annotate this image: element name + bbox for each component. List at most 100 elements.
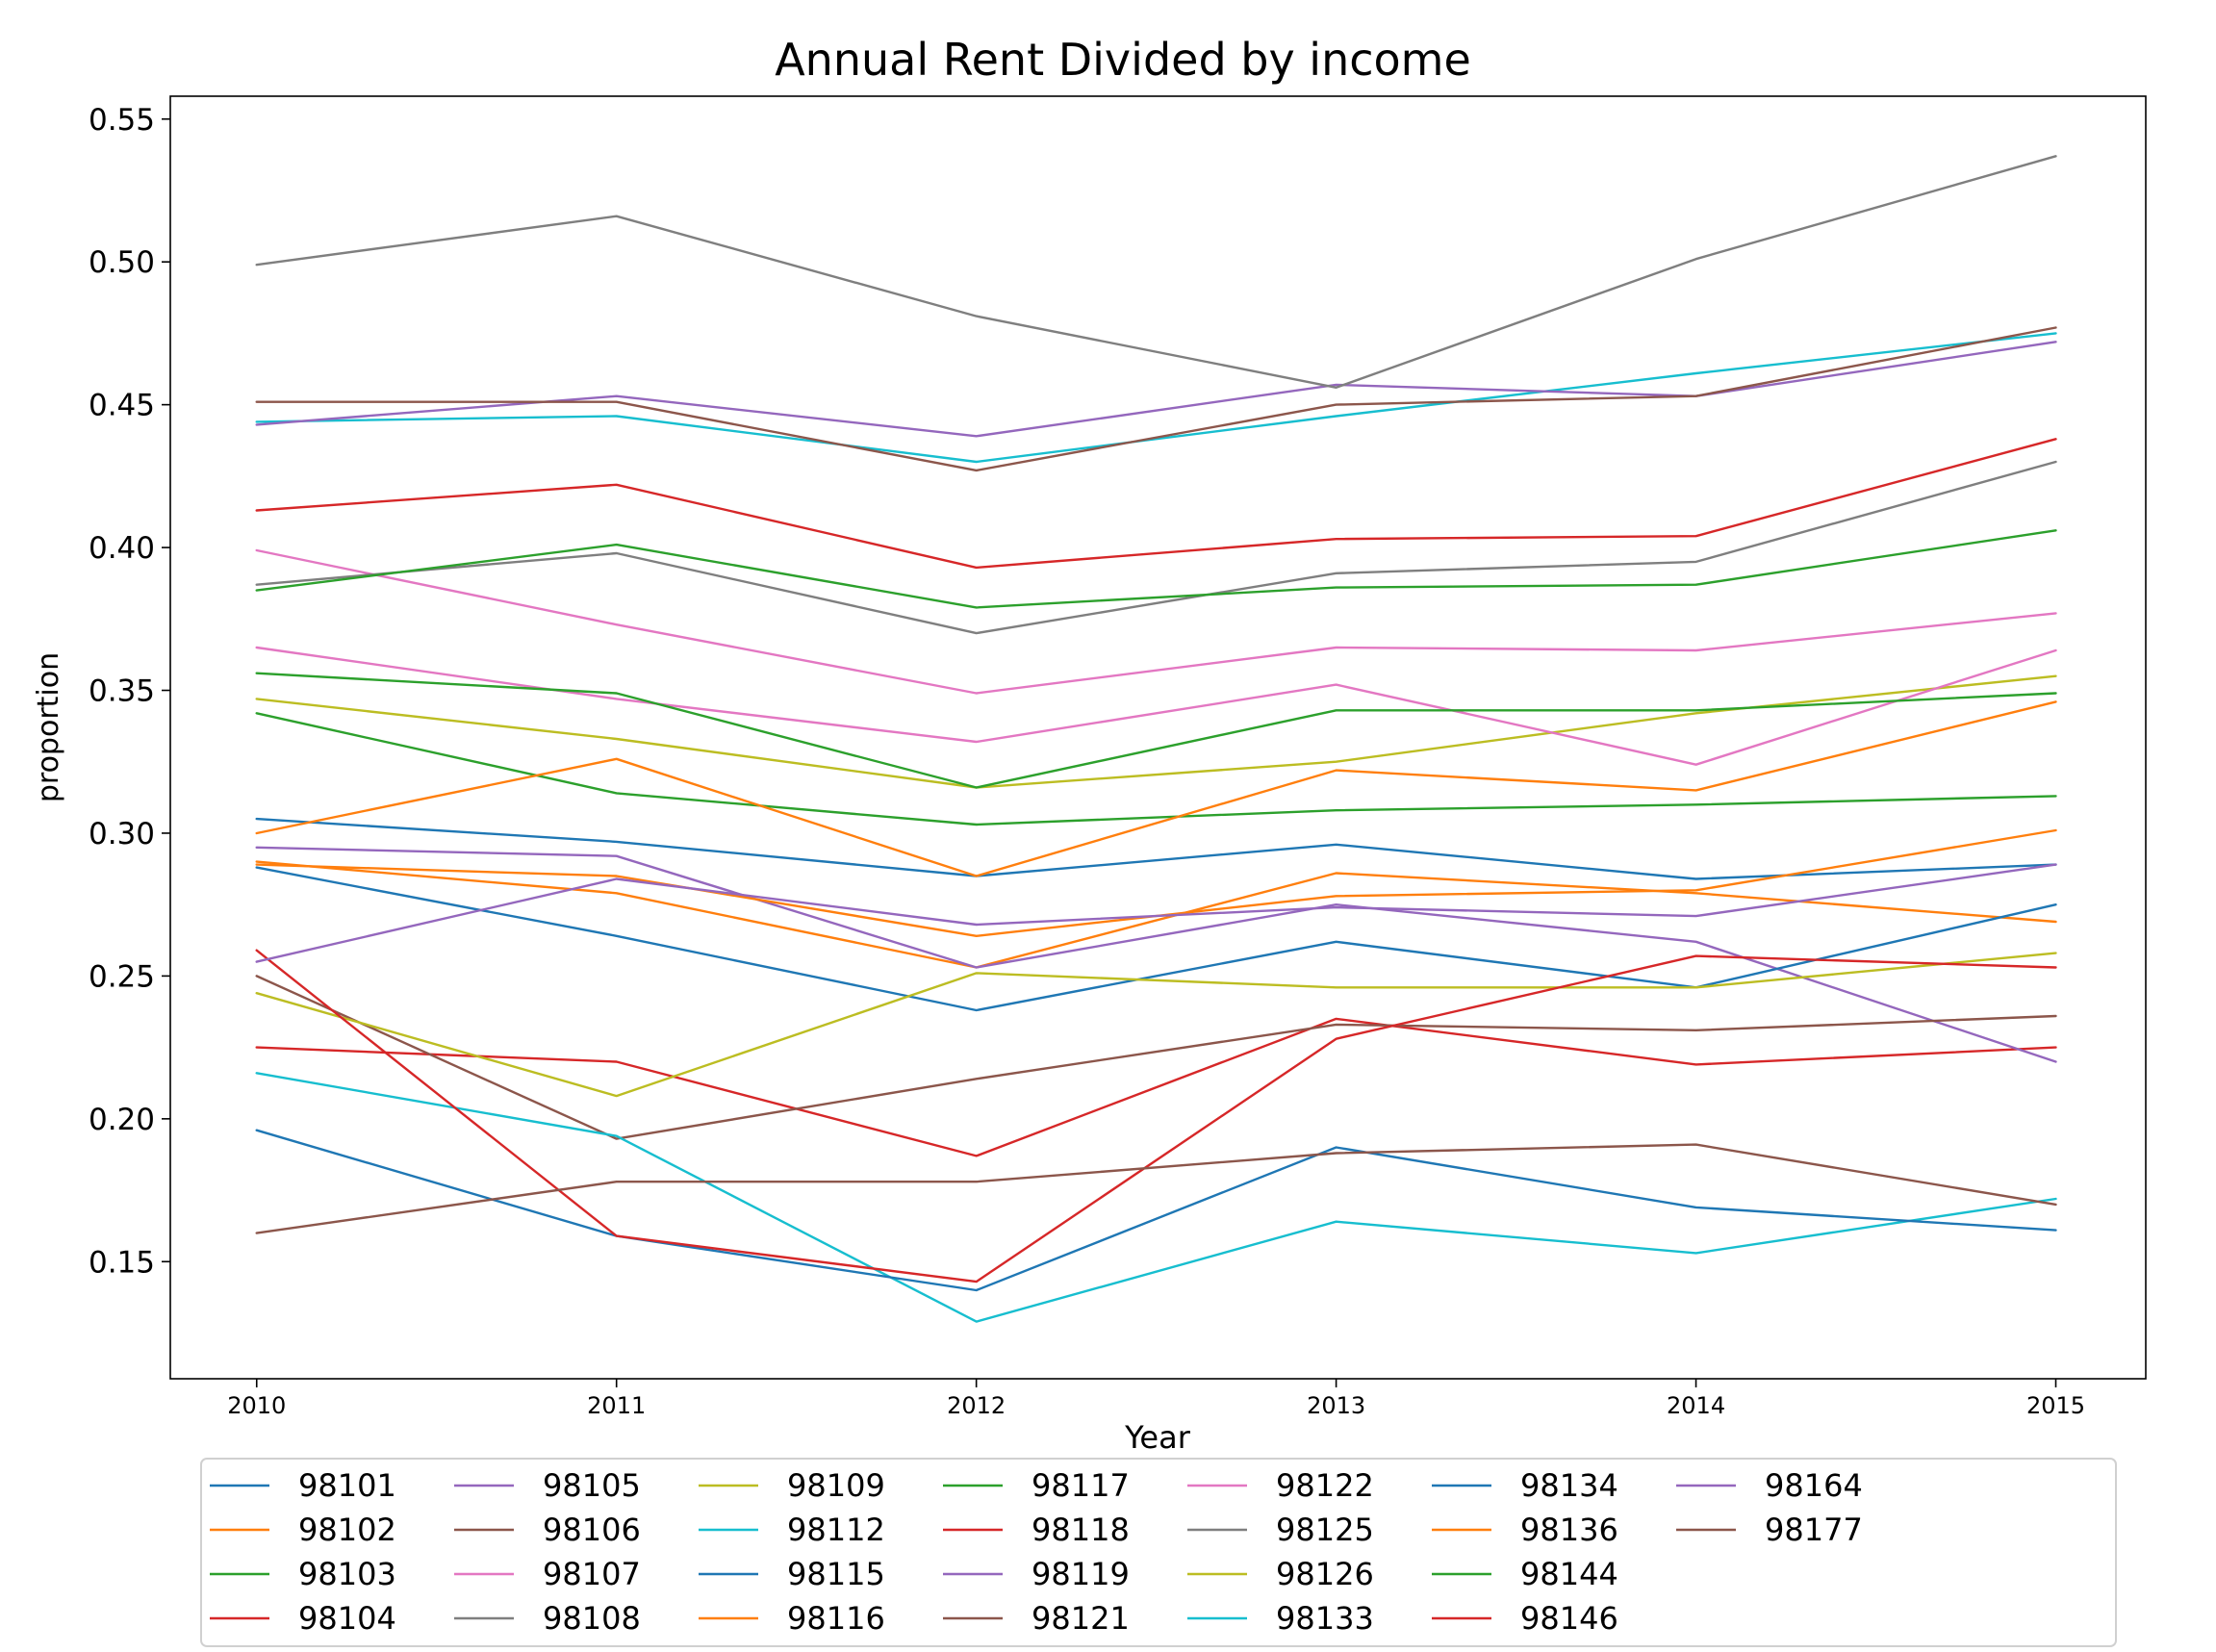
- legend-item: 98101: [210, 1467, 396, 1504]
- series-line-98134: [255, 1129, 2057, 1292]
- legend-item: 98136: [1432, 1512, 1618, 1548]
- legend-item: 98126: [1187, 1556, 1374, 1592]
- legend-label: 98134: [1520, 1467, 1618, 1504]
- legend-label: 98126: [1276, 1556, 1374, 1592]
- legend-item: 98164: [1676, 1467, 1863, 1504]
- legend-label: 98177: [1765, 1512, 1863, 1548]
- legend-item: 98121: [943, 1600, 1130, 1637]
- legend-label: 98117: [1032, 1467, 1130, 1504]
- legend-item: 98102: [210, 1512, 396, 1548]
- legend-label: 98105: [543, 1467, 641, 1504]
- legend-item: 98115: [699, 1556, 885, 1592]
- x-axis: 2010 2011 2012 2013 2014 2015: [227, 1379, 2085, 1419]
- legend-label: 98104: [298, 1600, 396, 1637]
- legend-item: 98122: [1187, 1467, 1374, 1504]
- legend-item: 98117: [943, 1467, 1130, 1504]
- legend-label: 98109: [787, 1467, 885, 1504]
- series-line-98119: [255, 341, 2057, 438]
- legend-label: 98101: [298, 1467, 396, 1504]
- legend-item: 98116: [699, 1600, 885, 1637]
- series-line-98117: [255, 529, 2057, 609]
- legend-item: 98104: [210, 1600, 396, 1637]
- legend-label: 98125: [1276, 1512, 1374, 1548]
- series-line-98121: [255, 326, 2057, 472]
- x-tick-label: 2014: [1667, 1392, 1725, 1419]
- y-axis-label: proportion: [32, 652, 65, 802]
- y-tick-label: 0.50: [89, 245, 155, 280]
- legend-label: 98146: [1520, 1600, 1618, 1637]
- series-lines: [255, 155, 2057, 1323]
- series-line-98108: [255, 460, 2057, 635]
- legend-label: 98133: [1276, 1600, 1374, 1637]
- series-line-98146: [255, 949, 2057, 1283]
- series-line-98107: [255, 548, 2057, 695]
- legend-label: 98107: [543, 1556, 641, 1592]
- series-line-98112: [255, 332, 2057, 464]
- legend-item: 98108: [454, 1600, 641, 1637]
- legend-label: 98118: [1032, 1512, 1130, 1548]
- x-tick-label: 2013: [1307, 1392, 1365, 1419]
- series-line-98116: [255, 700, 2057, 877]
- legend-label: 98119: [1032, 1556, 1130, 1592]
- legend-label: 98106: [543, 1512, 641, 1548]
- y-tick-label: 0.25: [89, 959, 155, 994]
- legend-label: 98102: [298, 1512, 396, 1548]
- legend-item: 98119: [943, 1556, 1130, 1592]
- y-tick-label: 0.15: [89, 1245, 155, 1280]
- y-tick-label: 0.35: [89, 674, 155, 709]
- plot-area-frame: [169, 95, 2147, 1380]
- legend-item: 98177: [1676, 1512, 1863, 1548]
- legend-item: 98112: [699, 1512, 885, 1548]
- series-line-98104: [255, 1017, 2057, 1157]
- series-line-98133: [255, 1072, 2057, 1323]
- series-line-98126: [255, 952, 2057, 1098]
- legend-items: 98101 98102 98103 98104 98105 98106 98107 98108…: [210, 1467, 1863, 1637]
- legend-label: 98144: [1520, 1556, 1618, 1592]
- legend-item: 98144: [1432, 1556, 1618, 1592]
- x-axis-label: Year: [1124, 1419, 1191, 1456]
- x-tick-label: 2012: [947, 1392, 1006, 1419]
- legend-label: 98115: [787, 1556, 885, 1592]
- y-tick-label: 0.20: [89, 1103, 155, 1137]
- y-tick-label: 0.30: [89, 817, 155, 851]
- series-line-98118: [255, 438, 2057, 570]
- legend-label: 98164: [1765, 1467, 1863, 1504]
- legend-label: 98122: [1276, 1467, 1374, 1504]
- series-line-98109: [255, 674, 2057, 789]
- y-tick-label: 0.45: [89, 389, 155, 423]
- series-line-98101: [255, 817, 2057, 880]
- series-line-98125: [255, 155, 2057, 389]
- series-line-98102: [255, 860, 2057, 969]
- legend-item: 98107: [454, 1556, 641, 1592]
- legend-item: 98105: [454, 1467, 641, 1504]
- legend-label: 98112: [787, 1512, 885, 1548]
- legend-item: 98125: [1187, 1512, 1374, 1548]
- chart-title: Annual Rent Divided by income: [775, 34, 1471, 86]
- x-tick-label: 2015: [2026, 1392, 2085, 1419]
- series-line-98144: [255, 672, 2057, 789]
- legend-item: 98118: [943, 1512, 1130, 1548]
- y-tick-label: 0.40: [89, 531, 155, 566]
- legend-frame: [200, 1458, 2117, 1647]
- legend-item: 98109: [699, 1467, 885, 1504]
- legend-item: 98146: [1432, 1600, 1618, 1637]
- x-tick-label: 2011: [587, 1392, 646, 1419]
- series-line-98105: [255, 846, 2057, 1063]
- series-line-98164: [255, 863, 2057, 963]
- legend-item: 98103: [210, 1556, 396, 1592]
- x-tick-label: 2010: [227, 1392, 286, 1419]
- legend-label: 98136: [1520, 1512, 1618, 1548]
- series-line-98115: [255, 866, 2057, 1012]
- series-line-98177: [255, 1143, 2057, 1234]
- legend-label: 98108: [543, 1600, 641, 1637]
- legend: 98101 98102 98103 98104 98105 98106 98107 98108…: [200, 1458, 2117, 1647]
- legend-label: 98103: [298, 1556, 396, 1592]
- legend-label: 98116: [787, 1600, 885, 1637]
- y-tick-label: 0.55: [89, 103, 155, 138]
- series-line-98103: [255, 712, 2057, 826]
- legend-item: 98134: [1432, 1467, 1618, 1504]
- y-axis: 0.15 0.20 0.25 0.30 0.35 0.40 0.45 0.50 0.55: [89, 103, 170, 1280]
- legend-item: 98106: [454, 1512, 641, 1548]
- series-line-98106: [255, 975, 2057, 1140]
